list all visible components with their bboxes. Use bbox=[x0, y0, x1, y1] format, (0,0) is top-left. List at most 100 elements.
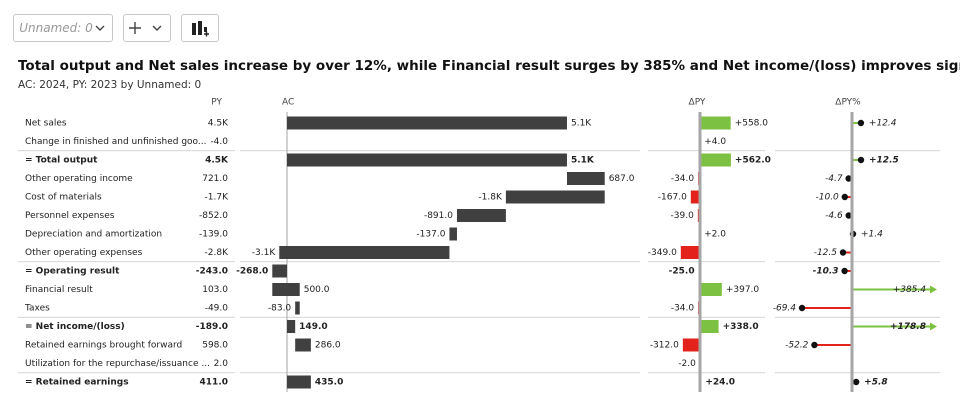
ac-bar bbox=[279, 246, 450, 259]
py-value: 2.0 bbox=[214, 359, 229, 369]
ac-label: 500.0 bbox=[304, 285, 330, 295]
chart-button[interactable] bbox=[181, 14, 219, 42]
pct-label: +178.8 bbox=[890, 322, 926, 332]
delta-label: +4.0 bbox=[704, 137, 726, 147]
pct-dot bbox=[841, 193, 848, 201]
add-icon bbox=[129, 22, 162, 34]
py-value: -4.0 bbox=[210, 137, 228, 147]
delta-label: +562.0 bbox=[735, 156, 771, 166]
py-value: -189.0 bbox=[196, 322, 228, 332]
delta-bar bbox=[700, 375, 702, 389]
category-label: Depreciation and amortization bbox=[25, 230, 162, 240]
delta-bar bbox=[698, 264, 700, 278]
ac-label: 286.0 bbox=[315, 341, 341, 351]
delta-bar bbox=[698, 172, 700, 185]
category-label: = Total output bbox=[25, 156, 98, 166]
category-label: = Operating result bbox=[25, 267, 120, 277]
ac-label: 687.0 bbox=[609, 174, 635, 184]
category-label: Taxes bbox=[24, 304, 50, 314]
delta-bar bbox=[682, 338, 700, 352]
py-value: -2.8K bbox=[205, 248, 230, 258]
delta-bar bbox=[700, 227, 701, 241]
ac-bar bbox=[295, 301, 300, 315]
delta-label: +2.0 bbox=[704, 230, 726, 240]
ac-label: -83.0 bbox=[268, 304, 292, 314]
chart-title: Total output and Net sales increase by o… bbox=[18, 58, 960, 74]
dropdown-label: Unnamed: 0 bbox=[19, 21, 93, 35]
ac-label: -3.1K bbox=[252, 248, 277, 258]
delta-label: +338.0 bbox=[723, 322, 759, 332]
ac-bar bbox=[287, 153, 567, 167]
column-header: ΔPY bbox=[689, 98, 706, 108]
chart-subtitle: AC: 2024, PY: 2023 by Unnamed: 0 bbox=[18, 79, 201, 91]
ac-bar bbox=[456, 209, 506, 222]
delta-label: -34.0 bbox=[671, 304, 695, 314]
pct-arrow bbox=[930, 285, 937, 294]
delta-label: +24.0 bbox=[705, 378, 735, 388]
add-button[interactable] bbox=[123, 14, 171, 42]
py-value: 598.0 bbox=[202, 341, 228, 351]
pct-label: +1.4 bbox=[861, 230, 883, 240]
py-value: -139.0 bbox=[199, 230, 228, 240]
delta-label: -25.0 bbox=[669, 267, 695, 277]
delta-bar bbox=[690, 190, 700, 204]
delta-bar bbox=[697, 209, 700, 222]
delta-bar bbox=[700, 116, 731, 130]
py-value: 411.0 bbox=[200, 378, 228, 388]
py-value: 721.0 bbox=[202, 174, 228, 184]
pct-dot bbox=[857, 119, 865, 127]
pct-dot bbox=[811, 341, 818, 349]
column-header: AC bbox=[282, 98, 294, 108]
column-header: ΔPY% bbox=[835, 98, 861, 108]
ac-label: -268.0 bbox=[236, 267, 268, 277]
pct-label: +12.5 bbox=[869, 156, 899, 166]
pct-arrow bbox=[930, 322, 937, 331]
category-label: = Net income/(loss) bbox=[25, 322, 125, 332]
ac-label: -1.8K bbox=[478, 193, 503, 203]
pct-label: -10.0 bbox=[816, 193, 840, 203]
pct-label: -4.6 bbox=[825, 211, 843, 221]
ac-bar bbox=[566, 172, 605, 185]
delta-bar bbox=[700, 283, 722, 296]
ac-bar bbox=[287, 320, 296, 333]
delta-bar bbox=[700, 135, 701, 148]
pct-label: -4.7 bbox=[825, 174, 843, 184]
ac-bar bbox=[287, 116, 567, 130]
pct-label: -52.2 bbox=[785, 341, 809, 351]
category-label: Cost of materials bbox=[25, 193, 102, 203]
py-value: 103.0 bbox=[202, 285, 228, 295]
pct-dot bbox=[841, 267, 848, 275]
ac-bar bbox=[272, 283, 300, 296]
category-label: = Retained earnings bbox=[25, 378, 129, 388]
delta-bar bbox=[700, 320, 719, 333]
category-label: Utilization for the repurchase/issuance … bbox=[25, 359, 210, 369]
pct-label: -69.4 bbox=[773, 304, 797, 314]
ac-label: -137.0 bbox=[416, 230, 445, 240]
pct-label: -12.5 bbox=[814, 248, 838, 258]
ac-label: 149.0 bbox=[299, 322, 327, 332]
chart-icon bbox=[192, 21, 209, 37]
ac-bar bbox=[272, 264, 287, 278]
dropdown[interactable]: Unnamed: 0 bbox=[13, 14, 113, 42]
py-value: -243.0 bbox=[196, 267, 228, 277]
category-label: Other operating income bbox=[25, 174, 133, 184]
pct-dot bbox=[849, 230, 857, 238]
category-label: Retained earnings brought forward bbox=[25, 341, 182, 351]
delta-bar bbox=[699, 357, 701, 370]
py-value: 4.5K bbox=[208, 119, 229, 129]
delta-label: +397.0 bbox=[726, 285, 760, 295]
pct-label: +12.4 bbox=[869, 119, 897, 129]
py-value: -1.7K bbox=[205, 193, 230, 203]
py-value: -852.0 bbox=[199, 211, 228, 221]
category-label: Change in finished and unfinished goo... bbox=[25, 137, 207, 147]
delta-label: -349.0 bbox=[648, 248, 677, 258]
pct-dot bbox=[798, 304, 806, 312]
ac-bar bbox=[295, 338, 311, 352]
delta-bar bbox=[698, 301, 700, 315]
pct-dot bbox=[845, 212, 852, 219]
ac-label: 5.1K bbox=[571, 156, 595, 166]
delta-label: -167.0 bbox=[658, 193, 687, 203]
pct-label: +385.4 bbox=[893, 285, 927, 295]
pct-dot bbox=[852, 378, 860, 386]
